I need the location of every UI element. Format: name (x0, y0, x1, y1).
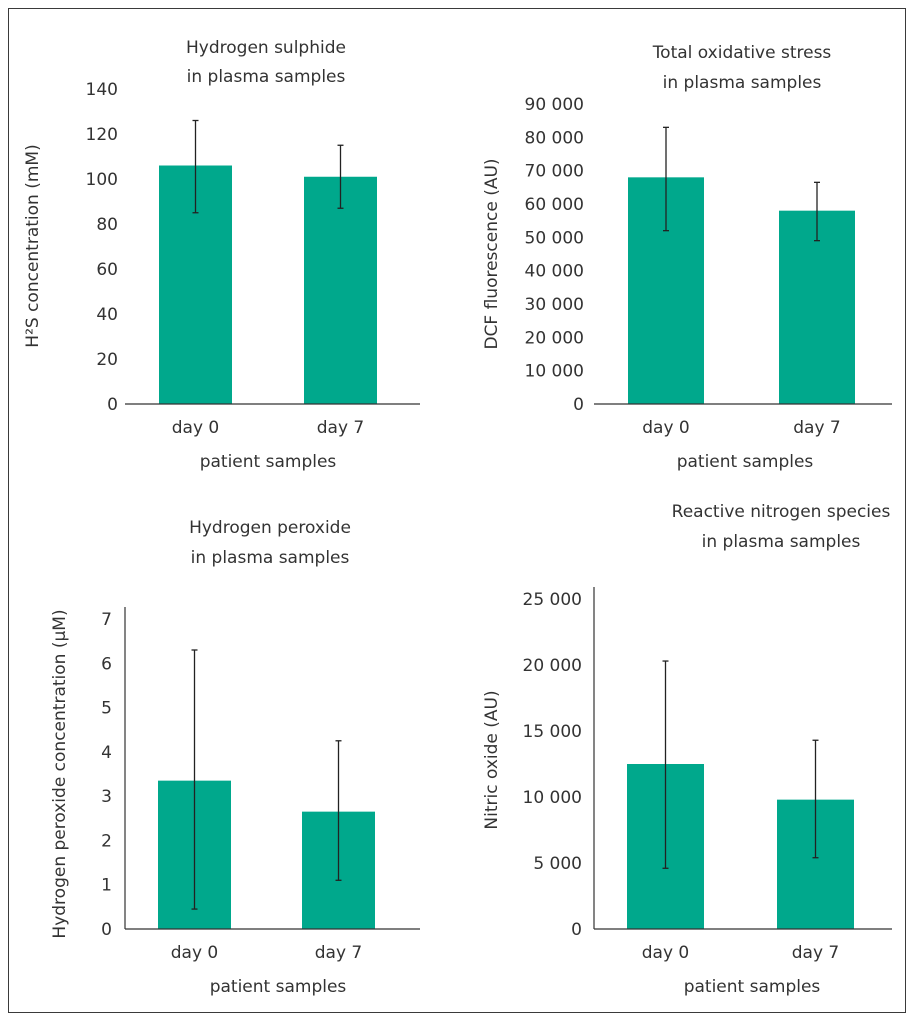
y-tick-label: 60 (96, 260, 118, 280)
bar-day-7 (304, 176, 377, 404)
y-tick-label: 10 000 (525, 362, 584, 382)
chart-title-line-2: in plasma samples (191, 548, 350, 568)
y-tick-label: 70 000 (525, 162, 584, 182)
y-tick-label: 15 000 (523, 722, 582, 742)
x-tick-label: day 0 (171, 943, 219, 963)
chart-title-line-1: Hydrogen peroxide (189, 518, 351, 538)
x-tick-label: day 0 (642, 418, 690, 438)
y-axis-label: Nitric oxide (AU) (482, 690, 502, 829)
x-axis-label: patient samples (677, 452, 814, 472)
chart-title-line-2: in plasma samples (187, 67, 346, 87)
chart-title-line-2: in plasma samples (702, 532, 861, 552)
y-tick-label: 1 (101, 876, 112, 896)
y-axis-label: H²S concentration (mM) (23, 144, 43, 347)
chart-panel-1: Hydrogen sulphide in plasma samples 0 20 40 6… (23, 38, 420, 472)
figure-frame (8, 8, 906, 1013)
y-tick-label: 5 (101, 699, 112, 719)
x-axis-label: patient samples (684, 977, 821, 997)
y-axis-label: DCF fluorescence (AU) (482, 158, 502, 349)
chart-panel-4: Reactive nitrogen species in plasma sampl… (482, 502, 892, 997)
y-tick-label: 4 (101, 743, 112, 763)
y-tick-label: 20 (96, 350, 118, 370)
chart-panel-2: Total oxidative stress in plasma samples 0… (482, 43, 892, 472)
y-tick-label: 2 (101, 831, 112, 851)
x-tick-label: day 7 (792, 943, 840, 963)
y-tick-label: 40 (96, 305, 118, 325)
y-tick-label: 80 (96, 215, 118, 235)
y-tick-label: 120 (86, 125, 118, 145)
y-tick-label: 6 (101, 654, 112, 674)
chart-title-line-2: in plasma samples (663, 73, 822, 93)
x-tick-label: day 7 (793, 418, 841, 438)
y-axis-label: Hydrogen peroxide concentration (μM) (50, 609, 70, 938)
y-tick-label: 7 (101, 610, 112, 630)
chart-title-line-1: Reactive nitrogen species (672, 502, 891, 522)
chart-title-line-1: Hydrogen sulphide (186, 38, 346, 58)
y-tick-label: 3 (101, 787, 112, 807)
bar-day-7 (779, 210, 855, 404)
y-tick-label: 100 (86, 170, 118, 190)
x-axis-label: patient samples (200, 452, 337, 472)
y-tick-label: 25 000 (523, 590, 582, 610)
y-tick-label: 80 000 (525, 128, 584, 148)
y-tick-label: 20 000 (523, 656, 582, 676)
x-tick-label: day 7 (315, 943, 363, 963)
y-tick-label: 0 (571, 920, 582, 940)
x-tick-label: day 7 (317, 418, 365, 438)
y-tick-label: 20 000 (525, 328, 584, 348)
y-tick-label: 0 (107, 395, 118, 415)
y-tick-label: 10 000 (523, 788, 582, 808)
x-axis-label: patient samples (210, 977, 347, 997)
y-tick-label: 50 000 (525, 228, 584, 248)
y-tick-label: 0 (573, 395, 584, 415)
x-tick-label: day 0 (642, 943, 690, 963)
chart-panel-3: Hydrogen peroxide in plasma samples 0 1 2 3 4 5… (50, 518, 420, 997)
y-tick-label: 140 (86, 80, 118, 100)
y-tick-label: 90 000 (525, 95, 584, 115)
chart-title-line-1: Total oxidative stress (652, 43, 832, 63)
y-tick-label: 30 000 (525, 295, 584, 315)
y-tick-label: 60 000 (525, 195, 584, 215)
y-tick-label: 40 000 (525, 262, 584, 282)
y-tick-label: 5 000 (533, 854, 582, 874)
y-tick-label: 0 (101, 920, 112, 940)
x-tick-label: day 0 (172, 418, 220, 438)
